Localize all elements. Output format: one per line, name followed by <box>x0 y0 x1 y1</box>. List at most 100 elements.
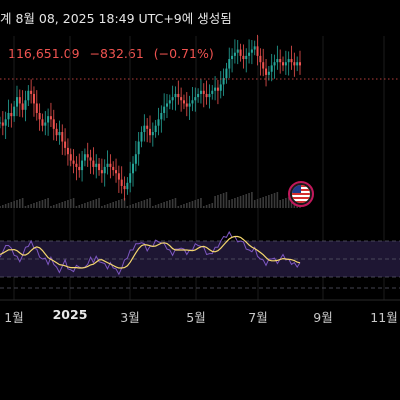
candle-body <box>4 119 7 126</box>
volume-bar <box>33 203 35 208</box>
volume-bar <box>84 203 86 208</box>
candle-body <box>58 132 61 136</box>
x-tick-mar: 3월 <box>120 310 140 325</box>
candle-body <box>174 93 177 98</box>
candle-body <box>270 65 273 72</box>
candle-body <box>273 62 276 66</box>
volume-bar <box>78 205 81 208</box>
candle-body <box>236 49 239 53</box>
candle-body <box>66 147 69 155</box>
candle-body <box>41 119 44 126</box>
candle-body <box>256 46 259 56</box>
x-tick-jul: 7월 <box>248 310 268 325</box>
x-tick-2025: 2025 <box>52 307 88 322</box>
volume-bar <box>120 199 123 208</box>
candle-body <box>13 106 16 117</box>
candle-body <box>228 59 231 69</box>
candle-body <box>242 55 245 60</box>
volume-bar <box>38 201 41 208</box>
volume-bar <box>287 197 290 208</box>
volume-bar <box>183 204 185 208</box>
volume-bar <box>135 203 137 208</box>
volume-bar <box>95 199 98 208</box>
candle-body <box>180 97 183 101</box>
volume-bar <box>30 204 32 208</box>
volume-bar <box>285 198 287 208</box>
candle-body <box>137 141 140 155</box>
volume-bar <box>55 204 58 208</box>
volume-bar <box>265 196 267 208</box>
candle-body <box>282 62 285 66</box>
candle-body <box>75 163 78 167</box>
volume-bar <box>208 204 211 208</box>
volume-bar <box>126 206 129 208</box>
volume-bar <box>185 203 188 208</box>
candle-body <box>129 173 132 183</box>
candle-body <box>103 166 106 174</box>
candle-body <box>188 103 191 107</box>
candle-body <box>18 97 21 104</box>
candle-body <box>165 103 168 107</box>
volume-bar <box>123 198 126 208</box>
volume-bar <box>75 206 78 208</box>
candle-body <box>143 125 146 133</box>
volume-bar <box>67 200 69 208</box>
volume-bar <box>10 202 13 208</box>
candle-body <box>214 87 217 91</box>
candle-body <box>250 49 253 53</box>
volume-bar <box>101 206 103 208</box>
candle-body <box>81 160 84 171</box>
candle-body <box>293 62 296 66</box>
volume-bar <box>279 200 281 208</box>
volume-bar <box>194 200 197 208</box>
volume-bar <box>16 200 18 208</box>
volume-bar <box>149 198 151 208</box>
candle-body <box>231 55 234 60</box>
volume-bar <box>228 200 231 208</box>
volume-bar <box>118 200 120 208</box>
candle-body <box>168 100 171 104</box>
candle-body <box>0 122 1 124</box>
volume-bar <box>61 202 64 208</box>
candle-body <box>123 185 126 190</box>
candle-body <box>112 166 115 171</box>
candle-body <box>208 93 211 98</box>
volume-bar <box>262 197 265 208</box>
volume-bar <box>89 201 92 208</box>
candle-body <box>182 100 185 104</box>
candle-body <box>284 62 287 66</box>
candle-body <box>115 170 118 174</box>
volume-bar <box>115 201 117 208</box>
volume-bar <box>129 205 131 208</box>
candle-body <box>109 163 112 167</box>
candle-body <box>47 116 50 123</box>
candle-body <box>44 122 47 126</box>
candle-body <box>126 182 129 190</box>
candle-body <box>296 62 299 66</box>
x-tick-jan: 1월 <box>4 310 24 325</box>
volume-bar <box>256 199 259 208</box>
volume-bar <box>253 200 256 208</box>
volume-bar <box>44 199 47 208</box>
candle-body <box>30 90 33 94</box>
candle-body <box>216 87 219 91</box>
candle-body <box>69 154 72 161</box>
volume-bar <box>52 205 55 208</box>
candle-body <box>61 132 64 142</box>
us-flag-icon[interactable] <box>288 181 314 207</box>
volume-bar <box>248 193 250 208</box>
volume-bar <box>202 206 205 208</box>
volume-bar <box>211 203 214 208</box>
candle-body <box>287 59 290 63</box>
volume-bar <box>50 206 52 208</box>
volume-bar <box>81 204 83 208</box>
candle-body <box>177 93 180 98</box>
price-change-pct: (−0.71%) <box>153 46 214 61</box>
volume-bar <box>200 198 202 208</box>
candle-body <box>106 163 109 167</box>
volume-bar <box>13 201 15 208</box>
volume-bar <box>24 206 27 208</box>
volume-bar <box>92 200 95 208</box>
